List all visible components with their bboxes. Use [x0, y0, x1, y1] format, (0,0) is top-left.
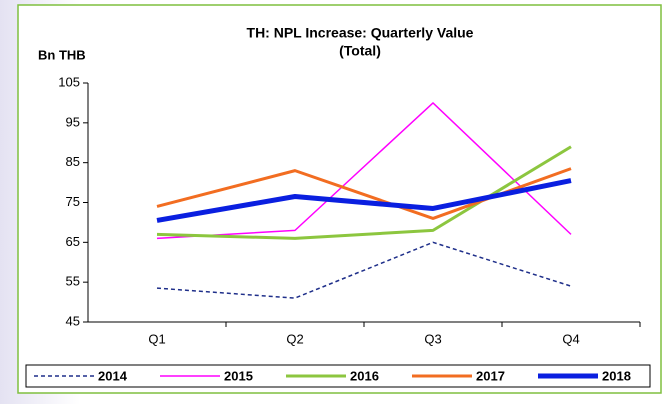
y-tick-label: 65	[66, 234, 80, 249]
legend-label: 2018	[602, 368, 631, 383]
y-tick-label: 105	[58, 74, 80, 89]
y-tick-label: 85	[66, 154, 80, 169]
y-tick-label: 45	[66, 313, 80, 328]
legend-label: 2016	[350, 368, 379, 383]
x-tick-label: Q1	[148, 331, 165, 346]
y-tick-label: 75	[66, 194, 80, 209]
x-tick-label: Q3	[424, 331, 441, 346]
y-tick-label: 95	[66, 114, 80, 129]
series-line	[156, 145, 572, 240]
series-line	[156, 102, 572, 240]
series-line	[156, 241, 572, 299]
legend-label: 2017	[476, 368, 505, 383]
x-tick-label: Q2	[286, 331, 303, 346]
legend-label: 2014	[98, 368, 128, 383]
series-line	[156, 178, 572, 223]
y-axis-label: Bn THB	[38, 47, 86, 62]
x-tick-label: Q4	[562, 331, 579, 346]
y-tick-label: 55	[66, 274, 80, 289]
chart-title: TH: NPL Increase: Quarterly Value	[247, 25, 474, 41]
chart-subtitle: (Total)	[339, 43, 381, 59]
legend-label: 2015	[224, 368, 253, 383]
legend-box	[25, 364, 651, 388]
